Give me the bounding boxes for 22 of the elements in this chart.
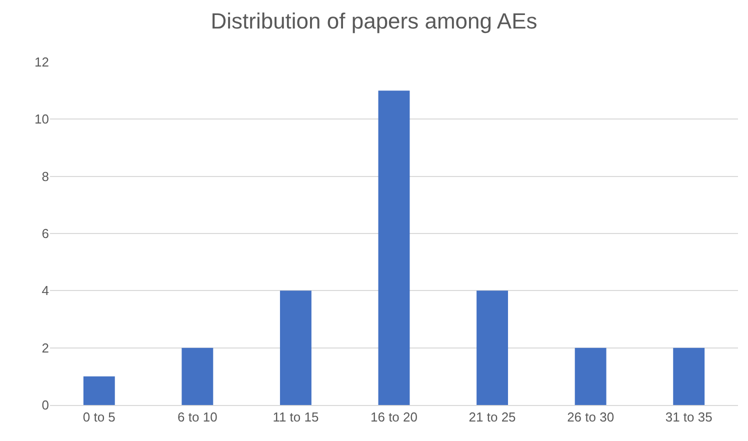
bar xyxy=(280,290,312,405)
y-tick-label: 8 xyxy=(42,168,49,184)
y-tick-label: 10 xyxy=(34,112,49,127)
x-tick-label: 21 to 25 xyxy=(468,410,516,425)
bar xyxy=(182,348,214,405)
y-tick-label: 4 xyxy=(42,283,49,298)
y-tick-label: 12 xyxy=(34,54,49,70)
x-tick-label: 6 to 10 xyxy=(178,410,218,425)
bar xyxy=(574,348,606,405)
bar xyxy=(83,376,115,405)
bar xyxy=(378,90,410,405)
bar xyxy=(476,290,508,405)
x-tick-label: 26 to 30 xyxy=(567,410,614,425)
y-tick-label: 0 xyxy=(42,398,49,413)
y-tick-label: 2 xyxy=(42,340,49,356)
chart-title: Distribution of papers among AEs xyxy=(210,8,538,34)
x-tick-label: 11 to 15 xyxy=(272,410,319,425)
x-tick-label: 31 to 35 xyxy=(665,410,712,425)
bar xyxy=(673,348,705,405)
x-tick-label: 0 to 5 xyxy=(82,410,116,425)
y-tick-label: 6 xyxy=(42,226,49,242)
x-tick-label: 16 to 20 xyxy=(370,410,418,425)
